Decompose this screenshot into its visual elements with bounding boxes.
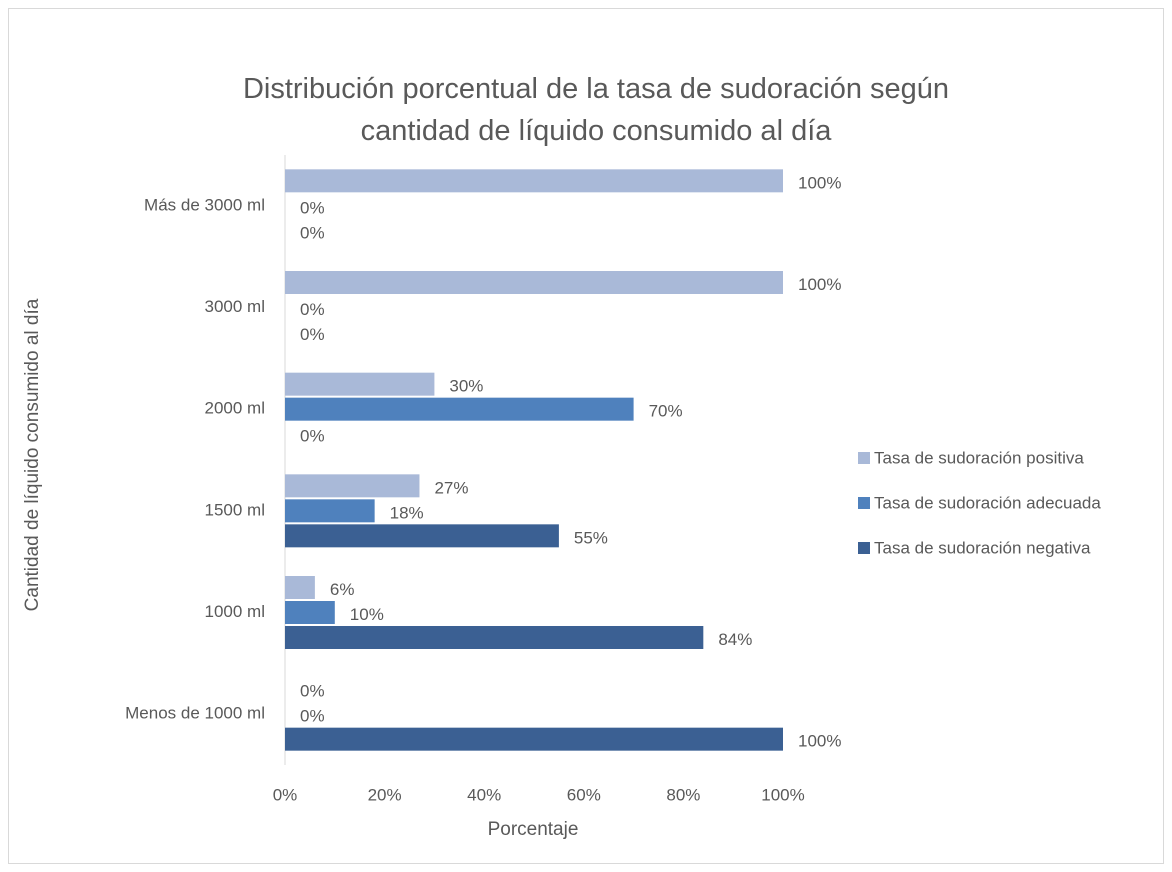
y-tick-label: 1500 ml (205, 500, 265, 519)
data-label: 10% (350, 605, 384, 624)
data-label: 0% (300, 223, 325, 242)
data-label: 0% (300, 707, 325, 726)
y-tick-label: 1000 ml (205, 602, 265, 621)
chart-border (8, 8, 1164, 864)
bar (285, 626, 704, 649)
x-tick-label: 20% (368, 785, 402, 804)
x-tick-label: 0% (273, 785, 298, 804)
legend-label: Tasa de sudoración adecuada (874, 493, 1101, 512)
data-label: 6% (330, 580, 355, 599)
data-label: 0% (300, 427, 325, 446)
bar (285, 499, 375, 523)
y-tick-label: 3000 ml (205, 297, 265, 316)
data-label: 0% (300, 682, 325, 701)
bar (285, 397, 634, 421)
data-label: 0% (300, 300, 325, 319)
bar (285, 372, 435, 396)
legend-swatch (858, 542, 870, 554)
legend-label: Tasa de sudoración negativa (874, 538, 1091, 557)
x-axis-title: Porcentaje (488, 819, 579, 840)
legend-swatch (858, 497, 870, 509)
data-label: 0% (300, 198, 325, 217)
bar (285, 524, 559, 548)
y-tick-label: Menos de 1000 ml (125, 704, 265, 723)
legend-label: Tasa de sudoración positiva (874, 448, 1084, 467)
data-label: 70% (649, 402, 683, 421)
chart-title: Distribución porcentual de la tasa de su… (242, 73, 950, 147)
legend-swatch (858, 452, 870, 464)
y-tick-label: 2000 ml (205, 399, 265, 418)
data-label: 55% (574, 528, 608, 547)
x-tick-label: 100% (761, 785, 804, 804)
y-axis-title: Cantidad de líquido consumido al día (22, 298, 43, 611)
bar (285, 169, 783, 193)
data-label: 100% (798, 173, 841, 192)
data-label: 100% (798, 275, 841, 294)
data-label: 84% (718, 630, 752, 649)
bar (285, 271, 783, 294)
bar (285, 474, 420, 498)
bar (285, 601, 335, 624)
x-tick-label: 40% (467, 785, 501, 804)
y-tick-label: Más de 3000 ml (144, 195, 265, 214)
data-label: 30% (449, 377, 483, 396)
data-label: 27% (434, 478, 468, 497)
x-tick-label: 60% (567, 785, 601, 804)
data-label: 18% (390, 503, 424, 522)
x-tick-label: 80% (666, 785, 700, 804)
data-label: 0% (300, 325, 325, 344)
bar (285, 727, 783, 751)
bar (285, 576, 315, 599)
data-label: 100% (798, 732, 841, 751)
